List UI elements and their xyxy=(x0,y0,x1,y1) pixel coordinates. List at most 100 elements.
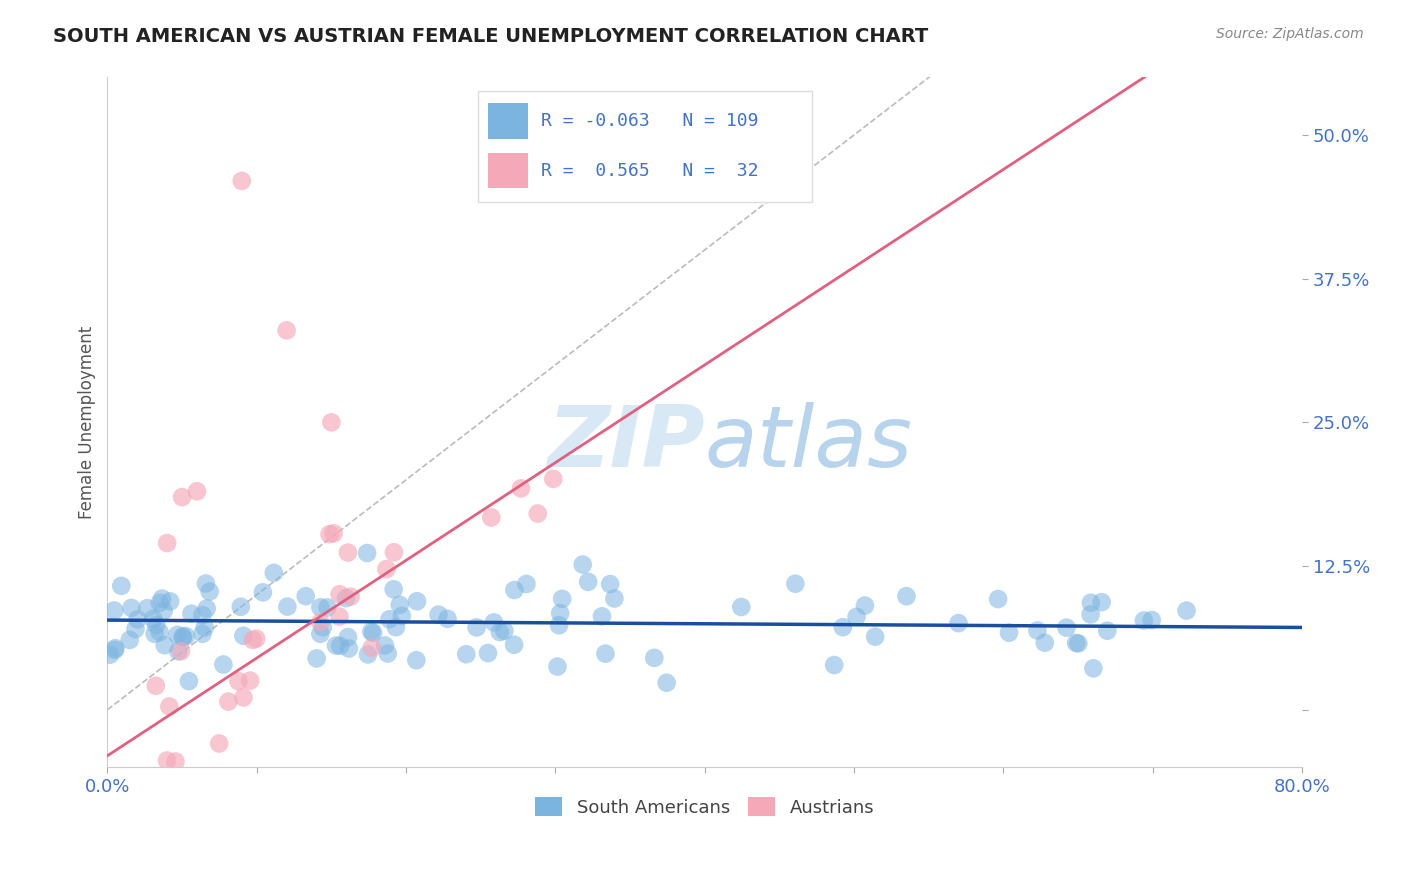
Point xyxy=(1175,604,1198,618)
Point xyxy=(987,592,1010,607)
Point xyxy=(551,591,574,606)
Point xyxy=(526,507,548,521)
Y-axis label: Female Unemployment: Female Unemployment xyxy=(79,326,96,519)
Point xyxy=(998,625,1021,640)
Point xyxy=(195,601,218,615)
Point xyxy=(232,690,254,705)
Point xyxy=(385,620,408,634)
Point xyxy=(1080,596,1102,610)
Point xyxy=(312,620,335,634)
Point xyxy=(228,674,250,689)
Point xyxy=(406,594,429,608)
Point xyxy=(166,628,188,642)
Point xyxy=(599,577,621,591)
Point xyxy=(186,484,208,499)
Point xyxy=(1133,614,1156,628)
Point xyxy=(1083,661,1105,675)
Point xyxy=(321,415,343,429)
Point xyxy=(276,599,298,614)
Point xyxy=(1033,636,1056,650)
Point xyxy=(603,591,626,606)
Point xyxy=(252,585,274,599)
Point xyxy=(276,323,298,337)
Point xyxy=(217,695,239,709)
Point xyxy=(377,647,399,661)
Point xyxy=(503,638,526,652)
Point xyxy=(242,632,264,647)
Point xyxy=(361,640,384,655)
Point xyxy=(309,600,332,615)
Point xyxy=(305,651,328,665)
Point xyxy=(1140,613,1163,627)
Text: SOUTH AMERICAN VS AUSTRIAN FEMALE UNEMPLOYMENT CORRELATION CHART: SOUTH AMERICAN VS AUSTRIAN FEMALE UNEMPL… xyxy=(53,27,929,45)
Point xyxy=(152,604,174,618)
Point xyxy=(325,639,347,653)
Point xyxy=(118,632,141,647)
Point xyxy=(98,648,121,662)
Point xyxy=(124,622,146,636)
Point xyxy=(149,596,172,610)
Point xyxy=(329,587,352,601)
Point xyxy=(127,612,149,626)
Point xyxy=(194,576,217,591)
Point xyxy=(591,609,613,624)
Point xyxy=(427,607,450,622)
Point xyxy=(339,590,361,604)
Point xyxy=(576,574,599,589)
Point xyxy=(170,490,193,504)
Point xyxy=(1026,624,1049,638)
Point xyxy=(548,618,571,632)
Point xyxy=(482,615,505,630)
Point xyxy=(336,630,359,644)
Point xyxy=(845,609,868,624)
Point xyxy=(510,482,533,496)
Point xyxy=(477,646,499,660)
Point xyxy=(356,546,378,560)
Point xyxy=(655,675,678,690)
Point xyxy=(263,566,285,580)
Point xyxy=(489,625,512,640)
Text: ZIP: ZIP xyxy=(547,401,704,484)
Point xyxy=(831,620,853,634)
Point xyxy=(730,599,752,614)
Point xyxy=(232,629,254,643)
Point xyxy=(896,589,918,603)
Point xyxy=(180,607,202,621)
Point xyxy=(153,638,176,652)
Point xyxy=(571,558,593,572)
Point xyxy=(1091,595,1114,609)
Point xyxy=(548,606,571,620)
Point xyxy=(172,630,194,644)
Point xyxy=(309,627,332,641)
Point xyxy=(157,699,180,714)
Point xyxy=(191,627,214,641)
Point xyxy=(863,630,886,644)
Point xyxy=(456,647,478,661)
Point xyxy=(541,472,564,486)
Point xyxy=(546,659,568,673)
Text: Source: ZipAtlas.com: Source: ZipAtlas.com xyxy=(1216,27,1364,41)
Point xyxy=(1067,636,1090,650)
Point xyxy=(239,673,262,688)
Point xyxy=(229,599,252,614)
Point xyxy=(170,644,193,658)
Point xyxy=(167,644,190,658)
Point xyxy=(595,647,617,661)
Point xyxy=(149,625,172,640)
Point xyxy=(142,612,165,626)
Point xyxy=(120,601,142,615)
Point xyxy=(156,536,179,550)
Point xyxy=(136,601,159,615)
Point xyxy=(405,653,427,667)
Point xyxy=(494,624,516,638)
Point xyxy=(337,641,360,656)
Legend: South Americans, Austrians: South Americans, Austrians xyxy=(529,790,882,824)
Point xyxy=(948,616,970,631)
Point xyxy=(823,658,845,673)
Point xyxy=(110,579,132,593)
Point xyxy=(375,562,398,576)
Point xyxy=(165,755,187,769)
Point xyxy=(145,618,167,632)
Point xyxy=(1064,636,1087,650)
Point xyxy=(1097,624,1119,638)
